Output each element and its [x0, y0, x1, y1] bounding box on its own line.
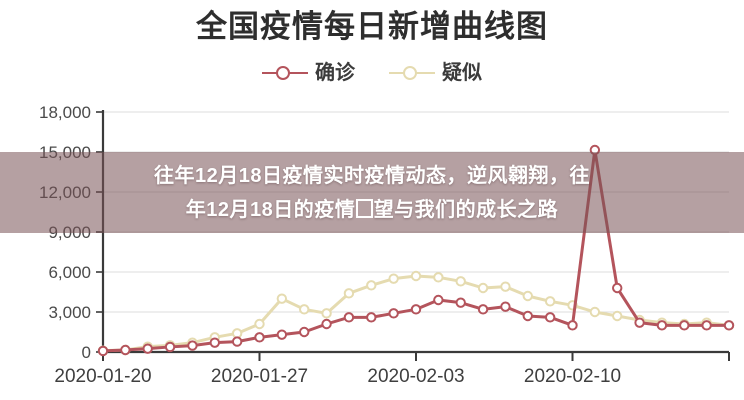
svg-text:6,000: 6,000 [48, 263, 91, 282]
svg-text:3,000: 3,000 [48, 303, 91, 322]
svg-text:18,000: 18,000 [39, 103, 91, 122]
x-axis: 2020-01-20 2020-01-27 2020-02-03 2020-02-10 [54, 350, 730, 387]
overlay-caption-line-1: 往年12月18日疫情实时疫情动态，逆风翱翔，往 [154, 164, 590, 187]
overlay-caption-line-2-before: 年12月18日的疫情 [185, 198, 356, 221]
svg-text:2020-01-20: 2020-01-20 [54, 366, 151, 387]
legend-label-suspected: 疑似 [442, 62, 482, 84]
missing-glyph-icon [356, 199, 373, 218]
svg-text:2020-02-10: 2020-02-10 [524, 366, 621, 387]
svg-text:0: 0 [82, 343, 91, 362]
legend-item-suspected[interactable]: 疑似 [389, 63, 482, 83]
series-layer [97, 144, 735, 357]
overlay-caption-band: 往年12月18日疫情实时疫情动态，逆风翱翔，往 年12月18日的疫情 望与我们的成… [0, 152, 744, 233]
chart-title: 全国疫情每日新增曲线图 [196, 9, 548, 44]
legend-marker-confirmed-icon [262, 64, 308, 82]
overlay-caption-line-2: 年12月18日的疫情 望与我们的成长之路 [186, 193, 558, 227]
legend-item-confirmed[interactable]: 确诊 [262, 63, 355, 83]
legend-marker-suspected-icon [389, 64, 435, 82]
svg-text:2020-01-27: 2020-01-27 [211, 366, 308, 387]
overlay-caption-line-2-after: 望与我们的成长之路 [373, 198, 559, 221]
svg-text:2020-02-03: 2020-02-03 [367, 366, 464, 387]
legend-label-confirmed: 确诊 [315, 62, 355, 84]
chart-legend: 确诊 疑似 [0, 58, 744, 88]
